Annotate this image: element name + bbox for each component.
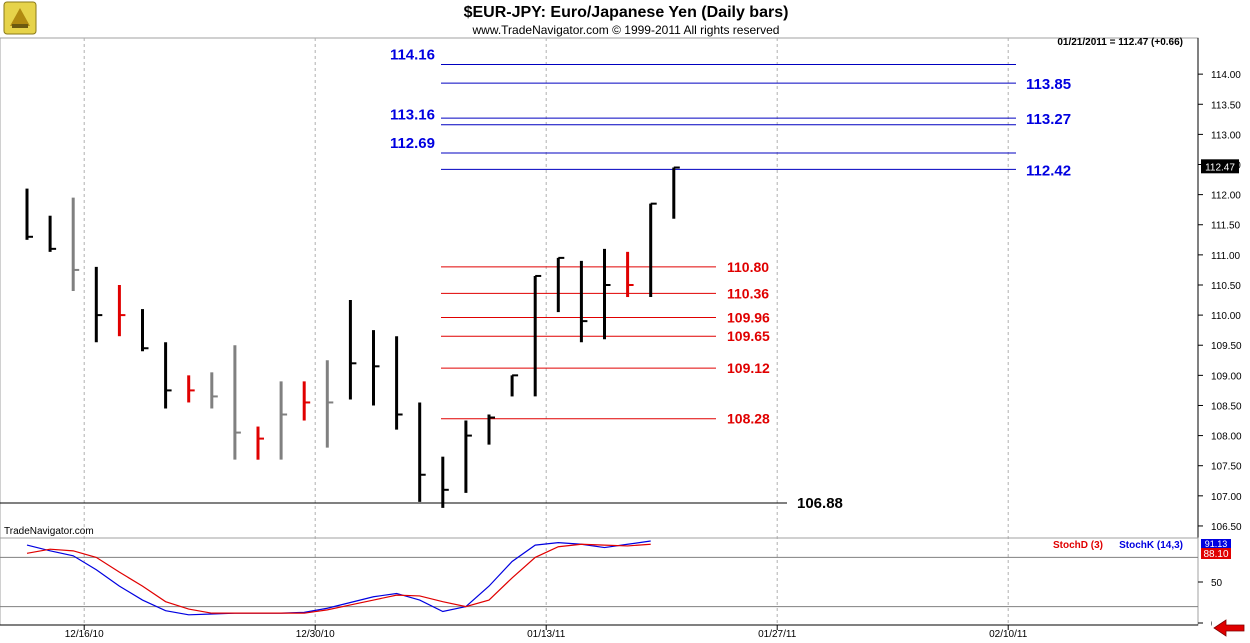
ohlc-bar [626,251,634,298]
y-tick-label: 110.50 [1211,281,1241,292]
ohlc-bar [187,375,195,403]
ohlc-bar [48,215,57,252]
y-tick-label: 114.00 [1211,70,1241,81]
ohlc-bar [603,248,611,340]
ohlc-bars [25,166,680,508]
y-tick-label: 107.00 [1211,492,1242,503]
ohlc-bar [649,202,657,298]
level-label: 109.96 [727,310,770,326]
y-tick-label: 110.00 [1211,311,1241,322]
ohlc-bar [395,336,403,430]
level-label: 112.69 [390,135,435,152]
last-price-label: 112.47 [1205,162,1235,173]
y-tick-label: 108.50 [1211,401,1242,412]
ohlc-bar [25,188,33,240]
y-tick-label: 111.50 [1211,221,1241,232]
ohlc-bar [510,374,519,397]
x-tick-label: 01/27/11 [758,629,797,640]
price-levels: 114.16 113.85 113.27 113.16 112.69 112.42 110.… [0,47,1071,512]
ohlc-bar [71,197,80,292]
ohlc-bar [279,381,288,460]
ohlc-bar [533,274,542,397]
y-tick-label: 113.50 [1211,100,1241,111]
level-label: 113.27 [1026,111,1071,128]
x-axis-labels: 12/16/10 12/30/10 01/13/11 01/27/11 02/10/11 [65,625,1028,640]
level-label: 110.36 [727,285,769,301]
ohlc-bar [579,260,588,343]
y-tick-label: 113.00 [1211,130,1241,141]
chart-title: $EUR-JPY: Euro/Japanese Yen (Daily bars) [464,4,789,21]
scroll-right-arrow-icon[interactable] [1212,615,1248,641]
y-tick-label: 108.00 [1211,432,1242,443]
stochastic-bands [0,556,1198,608]
watermark: TradeNavigator.com [4,526,94,537]
ohlc-bar [348,300,357,400]
y-tick-label: 112.00 [1211,191,1241,202]
ohlc-bar [672,166,680,219]
ohlc-bar [487,414,495,445]
level-label: 113.16 [390,107,435,124]
stoch-y-tick-label: 50 [1211,578,1223,589]
x-tick-label: 12/16/10 [65,629,104,640]
ohlc-bar [233,345,241,460]
level-label: 113.85 [1026,76,1071,93]
level-label: 109.65 [727,328,770,344]
stochd-value: 88.10 [1203,549,1228,560]
stochk-value: 91.13 [1205,539,1228,549]
ohlc-bar [210,372,218,409]
x-tick-label: 01/13/11 [527,629,566,640]
vertical-gridlines [83,38,1009,625]
y-tick-label: 109.50 [1211,341,1242,352]
y-tick-label: 107.50 [1211,462,1242,473]
level-label: 112.42 [1026,162,1071,179]
last-price-marker: 112.47 [1201,159,1239,174]
ohlc-bar [418,402,426,502]
ohlc-bar [164,342,172,409]
ohlc-bar [94,266,103,343]
stochastic-value-markers: 91.13 88.10 [1201,539,1231,560]
ohlc-bar [117,284,126,337]
stochk-legend: StochK (14,3) [1119,540,1183,551]
ohlc-bar [464,420,472,493]
x-tick-label: 12/30/10 [296,629,335,640]
level-label: 106.88 [797,495,843,512]
tradenavigator-logo-icon [3,1,37,35]
last-price-info: 01/21/2011 = 112.47 (+0.66) [1057,37,1183,48]
ohlc-bar [325,360,334,448]
ohlc-bar [556,256,565,313]
level-label: 114.16 [390,47,435,64]
y-tick-label: 111.00 [1211,251,1241,262]
stochd-line [26,543,651,614]
y-tick-label: 106.50 [1211,522,1242,533]
y-tick-label: 109.00 [1211,371,1242,382]
level-label: 108.28 [727,411,770,427]
ohlc-bar [441,456,449,508]
stochd-legend: StochD (3) [1053,540,1103,551]
ohlc-bar [302,381,311,421]
stochk-line [26,540,651,616]
level-label: 109.12 [727,360,770,376]
ohlc-bar [141,309,149,352]
ohlc-bar [372,330,380,406]
level-label: 110.80 [727,259,769,275]
x-tick-label: 02/10/11 [989,629,1028,640]
ohlc-bar [256,426,264,460]
chart-subtitle: www.TradeNavigator.com © 1999-2011 All r… [472,23,780,37]
